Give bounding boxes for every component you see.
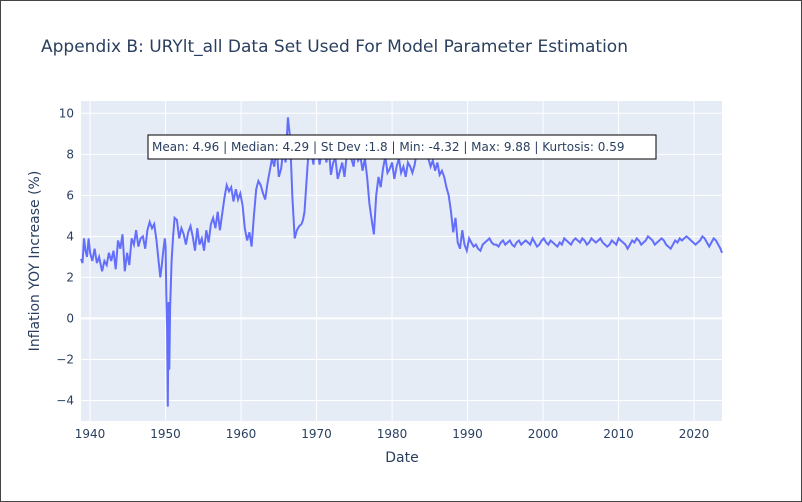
x-tick-label: 1990 (452, 427, 483, 441)
stats-annotation-box (147, 134, 657, 160)
x-tick-label: 1960 (226, 427, 257, 441)
y-axis-title: Inflation YOY Increase (%) (27, 171, 43, 352)
y-tick-label: 6 (66, 188, 74, 202)
x-tick-label: 1940 (75, 427, 106, 441)
x-tick-label: 1980 (377, 427, 408, 441)
y-tick-label: −4 (56, 393, 74, 407)
y-tick-label: 4 (66, 229, 74, 243)
y-axis-ticks: −4 −2 0 2 4 6 8 10 (56, 106, 74, 407)
y-tick-label: 2 (66, 270, 74, 284)
x-tick-label: 1970 (301, 427, 332, 441)
x-tick-label: 2000 (528, 427, 559, 441)
x-tick-label: 2010 (603, 427, 634, 441)
series-line (80, 117, 723, 407)
x-axis-title: Date (385, 450, 418, 466)
x-tick-label: 2020 (679, 427, 710, 441)
chart-title: Appendix B: URYlt_all Data Set Used For … (41, 37, 628, 57)
y-tick-label: 0 (66, 311, 74, 325)
y-tick-label: −2 (56, 352, 74, 366)
stats-annotation: Mean: 4.96 | Median: 4.29 | St Dev :1.8 … (152, 140, 625, 154)
x-tick-label: 1950 (150, 427, 181, 441)
y-tick-label: 8 (66, 147, 74, 161)
x-axis-ticks: 1940 1950 1960 1970 1980 1990 2000 2010 2020 (75, 427, 710, 441)
y-tick-label: 10 (59, 106, 74, 120)
